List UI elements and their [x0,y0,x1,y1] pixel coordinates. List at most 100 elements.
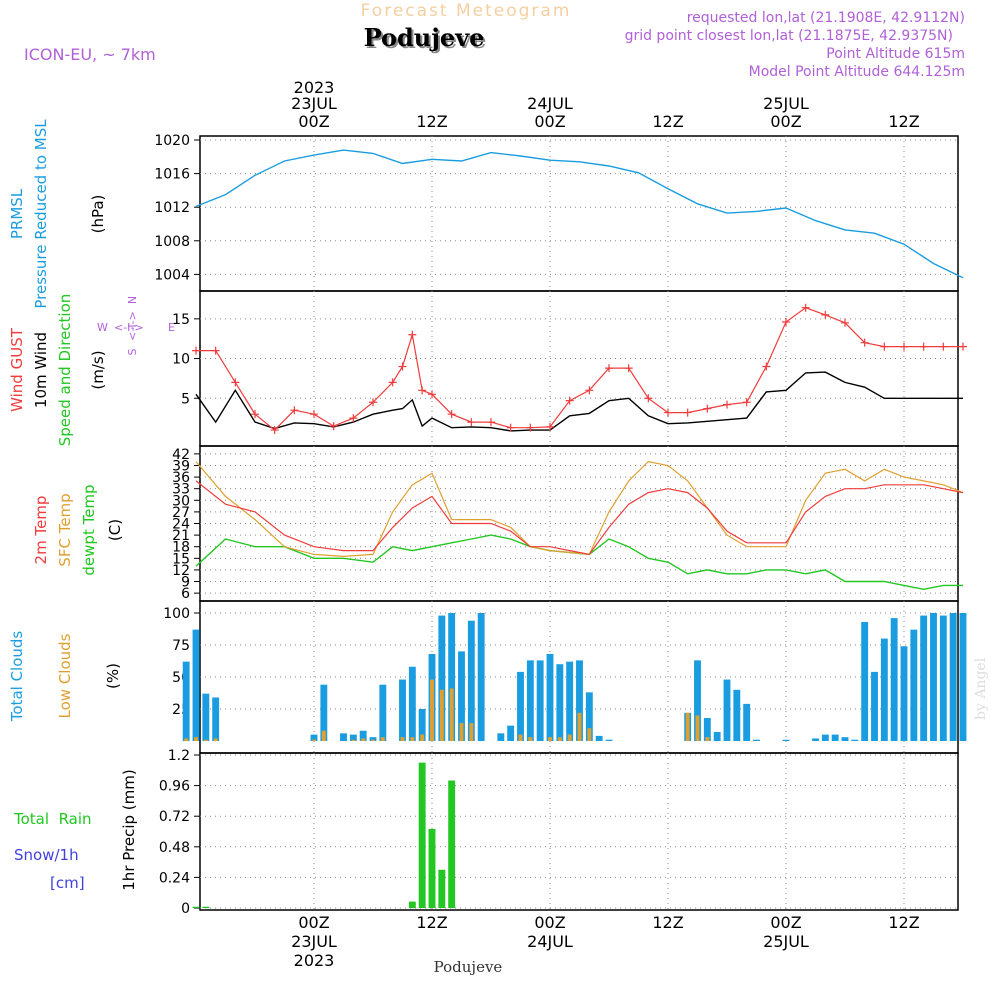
gust-marker-19 [526,423,535,432]
low-cloud-bar-25 [430,679,434,741]
total-cloud-bar-17 [349,734,357,741]
temp-2m-line [195,480,964,556]
total-cloud-bar-77 [939,615,947,741]
top-hour-label-2: 12Z [416,112,447,131]
gust-marker-32 [782,318,790,327]
gust-marker-31 [762,362,771,371]
ytick-label-2-9: 15 [172,551,190,567]
ytick-label-2-12: 6 [181,586,190,602]
compass-west: W [97,321,108,334]
total-cloud-bar-69 [861,621,869,741]
pressure-label-2: Pressure Reduced to MSL [32,119,50,309]
wind-10m-line [195,371,963,432]
gust-marker-5 [290,406,299,415]
total-cloud-bar-41 [585,692,593,741]
wind-direction-label: Speed and Direction [56,294,74,447]
gust-marker-16 [467,418,476,427]
low-cloud-bar-38 [557,737,562,741]
rain-bar-6 [448,780,456,908]
total-cloud-bar-37 [546,653,554,741]
total-cloud-bar-22 [399,679,406,741]
total-cloud-bar-42 [595,735,603,741]
total-cloud-bar-14 [320,684,328,741]
ytick-label-2-3: 33 [172,482,190,498]
total-cloud-bar-2 [202,693,210,741]
ytick-label-2-8: 18 [172,540,190,556]
total-cloud-bar-43 [605,739,613,741]
total-cloud-bar-35 [526,660,534,741]
gust-marker-20 [546,422,554,431]
ytick-label-4-3: 0.48 [159,840,190,856]
low-cloud-bar-0 [184,738,189,741]
credit-label: by Angel [973,657,989,720]
wind-unit: (m/s) [89,350,107,389]
low-clouds-label: Low Clouds [56,633,74,718]
total-cloud-bar-57 [743,703,751,741]
bottom-hour-label-2: 12Z [416,913,447,932]
gust-marker-41 [959,342,967,351]
snow-unit-label: [cm] [50,874,85,892]
gust-marker-27 [683,408,692,417]
low-cloud-bar-20 [380,737,385,741]
ytick-label-2-1: 39 [172,458,190,474]
pressure-panel-frame [199,135,959,292]
wind-gust-line [196,307,963,431]
total-cloud-bar-61 [782,739,790,741]
location-title-shadow: Podujeve [366,25,487,54]
ytick-label-3-1: 75 [172,638,190,654]
low-cloud-bar-19 [371,739,375,741]
gust-marker-3 [251,410,259,419]
total-cloud-bar-71 [880,638,888,741]
low-cloud-bar-2 [203,739,208,741]
total-cloud-bar-72 [890,618,898,741]
gust-marker-8 [349,414,358,423]
top-hour-label-5: 00Z [770,112,801,131]
gust-marker-1 [211,346,220,355]
compass-ns-axis: <-I-> [126,311,139,341]
total-cloud-bar-56 [733,689,741,741]
total-cloud-bar-78 [949,613,957,741]
gust-marker-22 [585,386,594,395]
rain-bar-2 [408,901,416,908]
low-cloud-bar-18 [361,738,366,741]
top-date-label-3: 25JUL [763,94,809,113]
total-cloud-bar-58 [753,739,760,741]
ytick-label-0-0: 1020 [154,133,190,149]
gust-marker-35 [841,318,849,327]
wind-10m-label: 10m Wind [32,332,50,408]
gust-marker-2 [231,378,240,387]
total-cloud-bar-27 [448,613,456,741]
total-cloud-bar-64 [812,738,819,741]
total-cloud-bar-40 [576,660,583,741]
total-cloud-bar-28 [458,651,465,741]
total-cloud-bar-18 [359,730,367,741]
ytick-label-0-4: 1004 [154,267,190,283]
compass-north: N [126,296,139,304]
wind-compass: W E <-I-> N S <-I-> [97,296,175,356]
gust-marker-13 [418,386,427,395]
ytick-label-4-4: 0.24 [159,870,190,886]
total-cloud-bar-30 [477,613,485,741]
model-label: ICON-EU, ~ 7km [24,45,156,64]
low-cloud-bar-53 [705,737,710,741]
total-cloud-bar-26 [438,615,446,741]
top-hour-label-4: 12Z [652,112,683,131]
total-cloud-bar-16 [340,733,347,741]
gust-marker-6 [310,410,318,419]
low-cloud-bar-13 [312,739,316,741]
gust-marker-0 [192,346,200,355]
low-cloud-bar-3 [213,738,218,741]
low-cloud-bar-22 [400,737,405,741]
ytick-label-1-1: 10 [172,352,190,368]
precip-panel-frame [199,752,959,911]
total-cloud-bar-19 [369,737,377,741]
ytick-label-2-2: 36 [172,470,190,486]
low-cloud-bar-39 [567,734,572,741]
total-cloud-bar-23 [408,666,416,741]
requested-coords: requested lon,lat (21.1908E, 42.9112N) [687,10,965,26]
total-rain-label: Total Rain [13,810,92,828]
ytick-label-4-5: 0 [181,901,190,917]
total-cloud-bar-29 [467,620,475,741]
bottom-hour-label-6: 12Z [888,913,919,932]
